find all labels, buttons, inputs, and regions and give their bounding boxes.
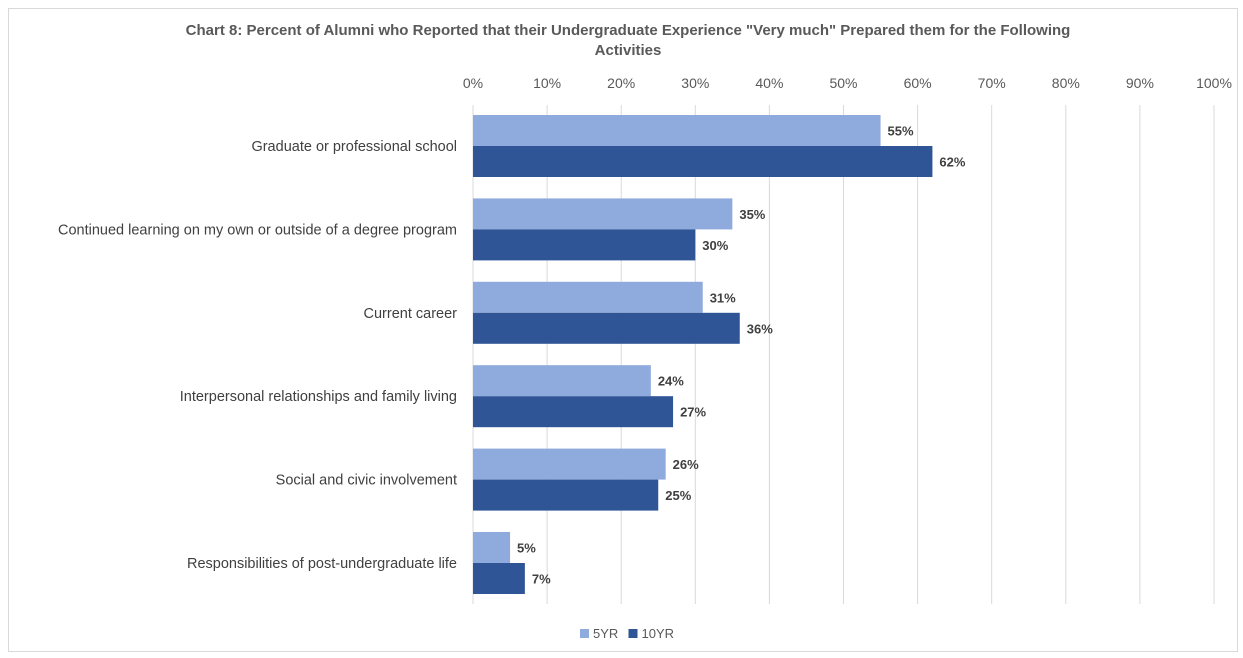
data-label: 25%	[665, 488, 691, 503]
x-tick-label: 10%	[533, 75, 561, 91]
x-tick-label: 80%	[1052, 75, 1080, 91]
bar-10yr	[473, 146, 933, 177]
bar-5yr	[473, 198, 733, 230]
data-label: 62%	[939, 155, 965, 170]
bar-10yr	[473, 563, 525, 594]
x-tick-label: 60%	[904, 75, 932, 91]
x-tick-label: 30%	[681, 75, 709, 91]
bar-5yr	[473, 365, 651, 397]
legend-label: 5YR	[593, 626, 618, 641]
x-tick-label: 90%	[1126, 75, 1154, 91]
legend: 5YR 10YR	[580, 626, 674, 641]
chart-title: Chart 8: Percent of Alumni who Reported …	[186, 22, 1071, 59]
legend-swatch	[628, 629, 638, 638]
data-label: 27%	[680, 405, 706, 420]
chart-title-line: Activities	[595, 42, 662, 59]
category-label: Graduate or professional school	[251, 139, 457, 155]
x-tick-label: 40%	[755, 75, 783, 91]
chart-title-line: Chart 8: Percent of Alumni who Reported …	[186, 22, 1071, 39]
category-label: Social and civic involvement	[276, 473, 457, 489]
data-label: 26%	[673, 457, 699, 472]
x-axis-ticks: 0% 10% 20% 30% 40% 50% 60% 70% 80% 90% 100%	[463, 75, 1232, 91]
x-tick-label: 0%	[463, 75, 483, 91]
category-label: Responsibilities of post-undergraduate l…	[187, 556, 457, 572]
legend-swatch	[580, 629, 589, 638]
data-label: 5%	[517, 541, 536, 556]
bar-5yr	[473, 115, 881, 146]
bar-5yr	[473, 532, 511, 563]
x-tick-label: 50%	[829, 75, 857, 91]
data-label: 35%	[739, 207, 765, 222]
category-label: Interpersonal relationships and family l…	[180, 389, 457, 405]
data-label: 30%	[702, 238, 728, 253]
bar-10yr	[473, 229, 696, 261]
data-label: 31%	[710, 290, 736, 305]
data-label: 55%	[888, 124, 914, 139]
bar-5yr	[473, 281, 703, 313]
bars: 55% 62% 35% 30% 31% 36% 24% 27% 26% 25% 5% 7%	[473, 115, 966, 594]
data-label: 24%	[658, 374, 684, 389]
y-axis-categories: Graduate or professional school Continued…	[58, 139, 457, 572]
bar-10yr	[473, 396, 674, 428]
x-tick-label: 20%	[607, 75, 635, 91]
bar-5yr	[473, 448, 666, 480]
x-tick-label: 70%	[978, 75, 1006, 91]
gridlines	[472, 105, 1215, 604]
category-label: Continued learning on my own or outside …	[58, 222, 457, 238]
data-label: 36%	[747, 321, 773, 336]
bar-10yr	[473, 479, 659, 511]
category-label: Current career	[364, 306, 458, 322]
x-tick-label: 100%	[1196, 75, 1232, 91]
bar-10yr	[473, 312, 740, 344]
data-label: 7%	[532, 572, 551, 587]
legend-label: 10YR	[642, 626, 675, 641]
